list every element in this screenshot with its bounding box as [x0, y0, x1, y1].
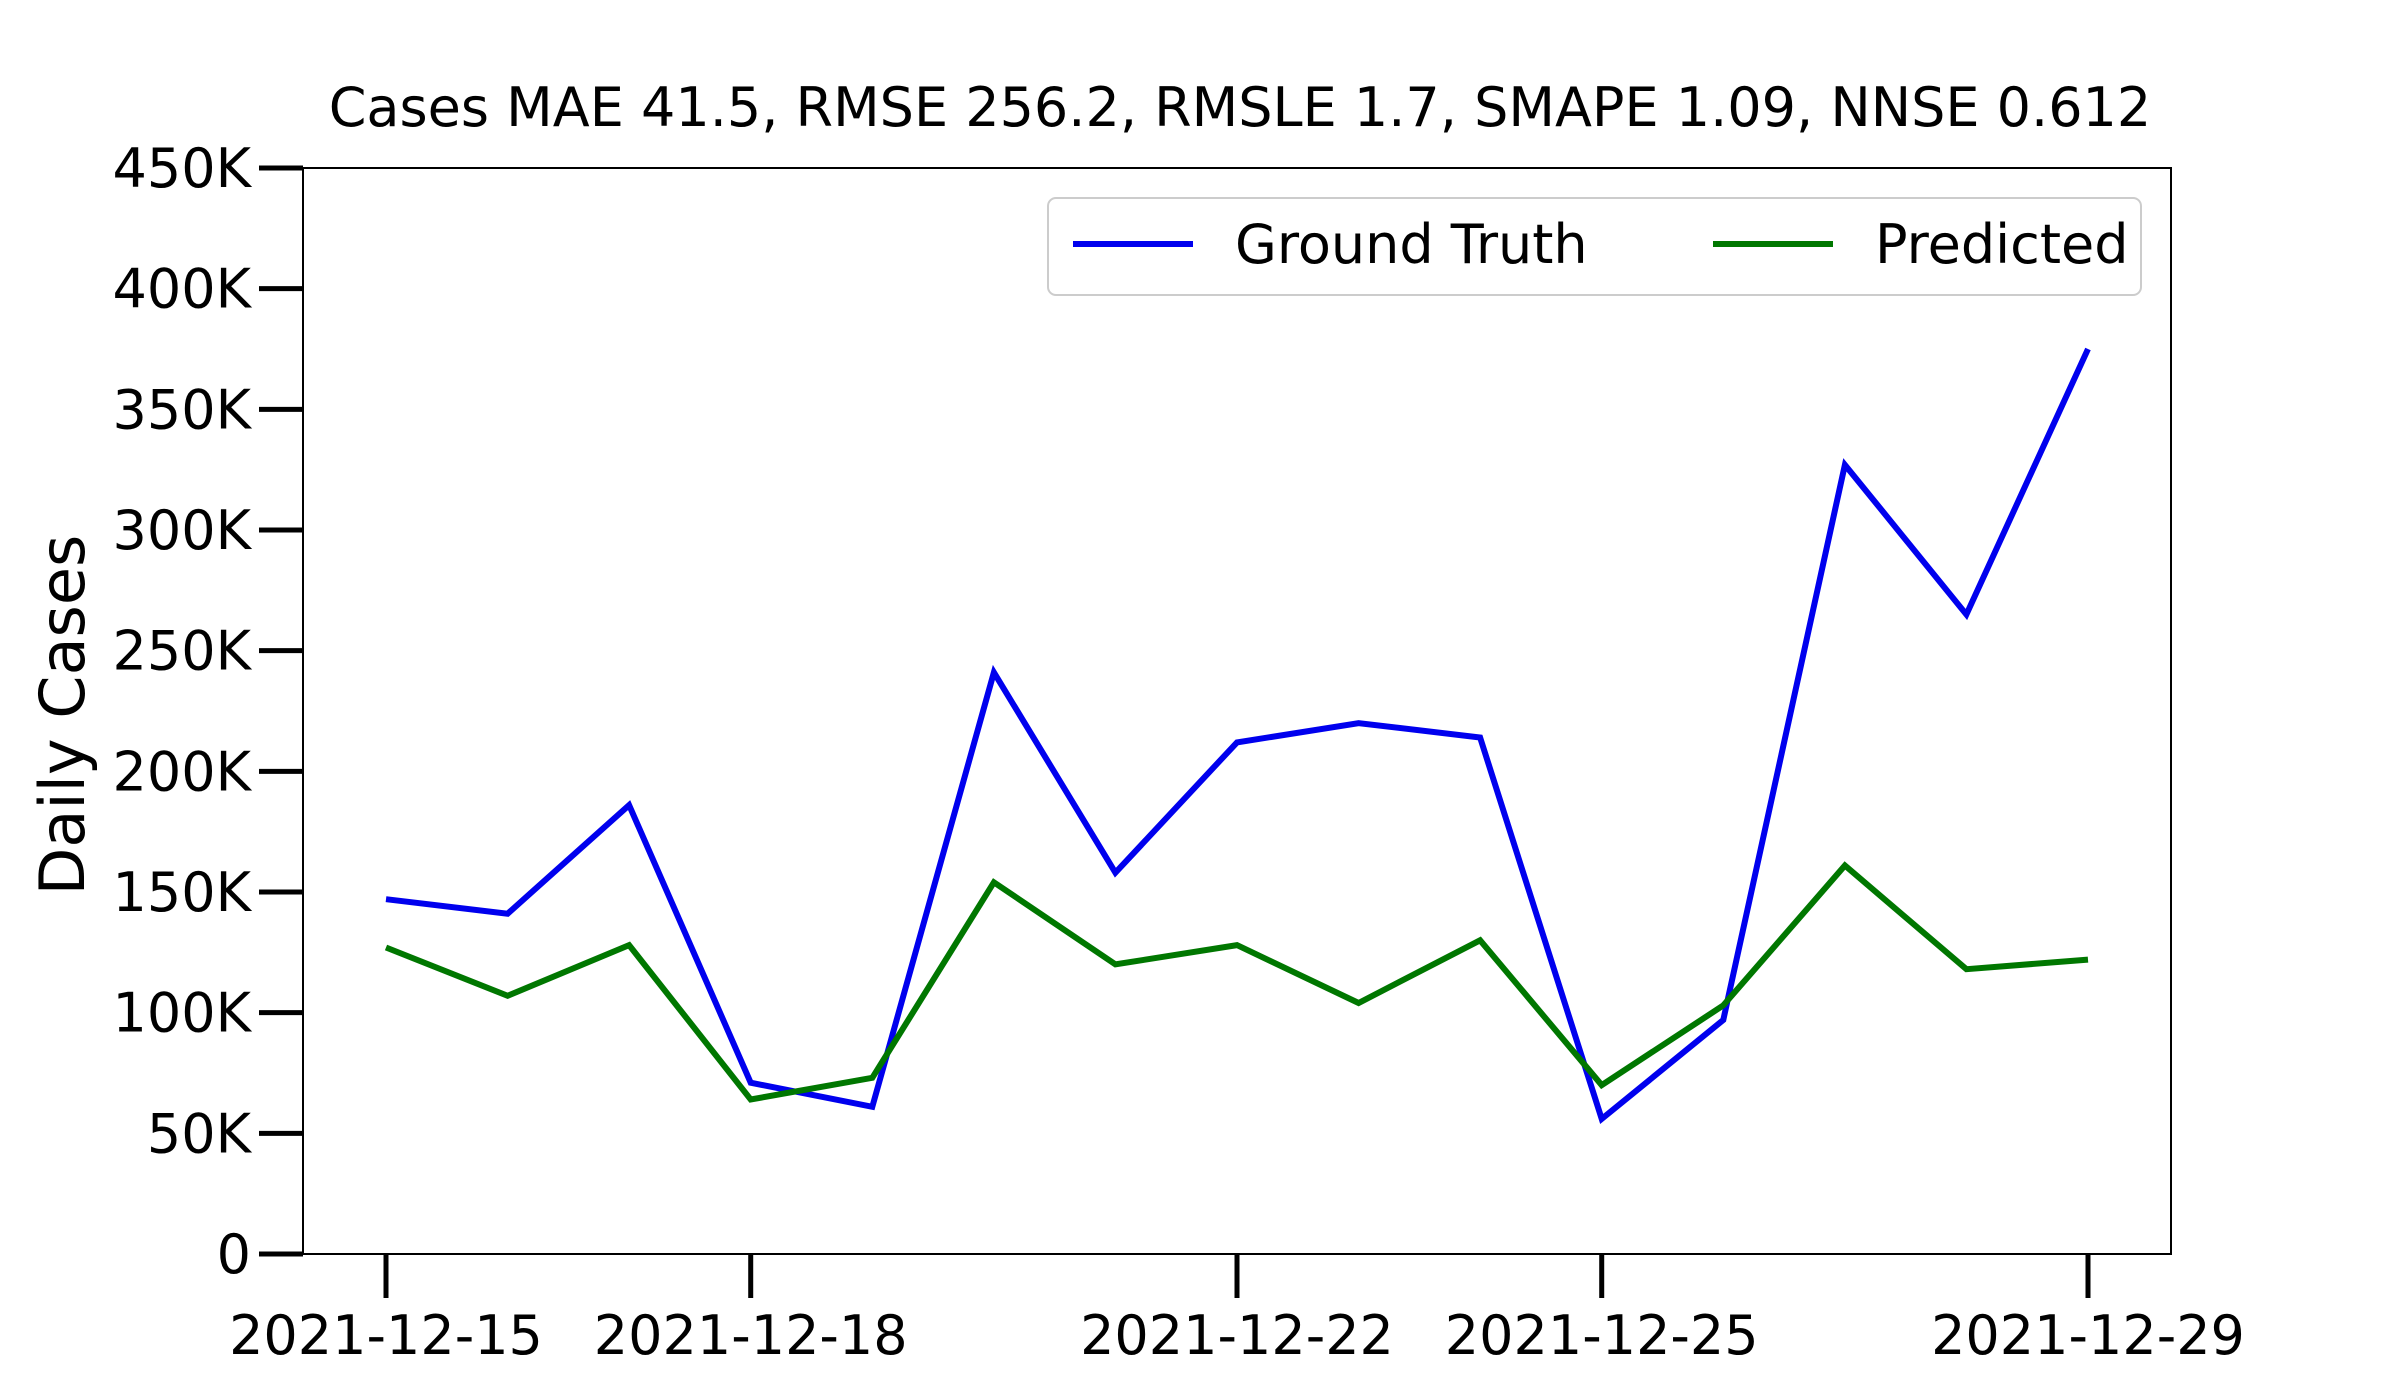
- x-tick-label: 2021-12-22: [1080, 1304, 1394, 1367]
- y-axis-label: Daily Cases: [26, 535, 99, 896]
- plot-frame: [302, 167, 2172, 1255]
- y-tick-label: 400K: [113, 258, 253, 321]
- y-tick-label: 100K: [113, 982, 253, 1045]
- y-axis: 0 50K 100K 150K 200K 250K 300K 350K 400K 450K: [113, 137, 303, 1286]
- y-tick-label: 50K: [147, 1102, 253, 1165]
- legend-label: Predicted: [1875, 213, 2129, 276]
- series-line-1: [384, 861, 2089, 1103]
- chart-title: Cases MAE 41.5, RMSE 256.2, RMSLE 1.7, S…: [329, 76, 2152, 139]
- x-axis: 2021-12-15 2021-12-18 2021-12-22 2021-12-25…: [229, 1254, 2245, 1367]
- y-tick-label: 450K: [113, 137, 253, 200]
- legend-box: [1047, 197, 2142, 296]
- y-tick-label: 350K: [113, 378, 253, 441]
- legend: Ground Truth Predicted: [1047, 197, 2142, 296]
- legend-label: Ground Truth: [1235, 213, 1588, 276]
- x-tick-label: 2021-12-29: [1931, 1304, 2245, 1367]
- x-tick-label: 2021-12-25: [1445, 1304, 1759, 1367]
- y-tick-label: 0: [217, 1223, 251, 1286]
- y-tick-label: 300K: [113, 499, 253, 562]
- series-line-0: [385, 347, 2091, 1125]
- x-tick-label: 2021-12-18: [594, 1304, 908, 1367]
- series-lines: [384, 347, 2091, 1125]
- y-tick-label: 150K: [113, 861, 253, 924]
- x-tick-label: 2021-12-15: [229, 1304, 543, 1367]
- y-tick-label: 250K: [113, 620, 253, 683]
- y-tick-label: 200K: [113, 740, 253, 803]
